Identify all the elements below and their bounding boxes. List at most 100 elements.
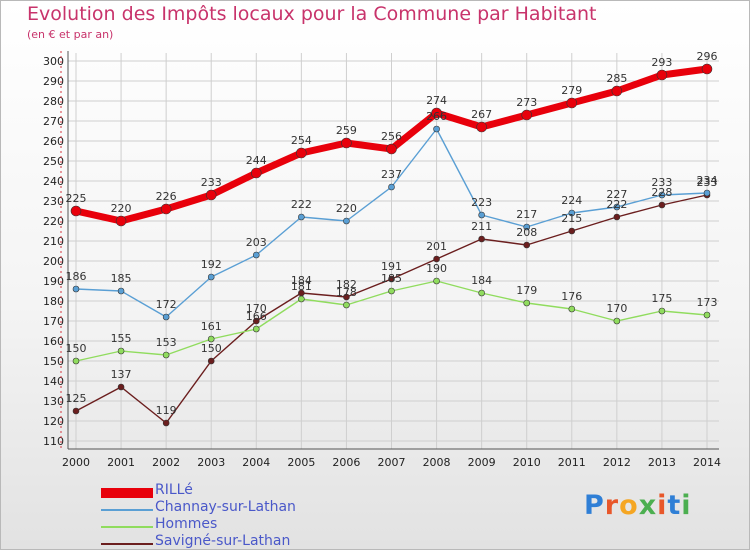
data-label: 185 — [111, 272, 132, 285]
x-tick-label: 2008 — [423, 456, 451, 469]
data-point — [207, 273, 215, 281]
y-tick-label: 300 — [43, 55, 64, 68]
y-tick-label: 160 — [43, 335, 64, 348]
data-label: 201 — [426, 240, 447, 253]
data-point — [431, 107, 442, 119]
data-label: 259 — [336, 124, 357, 137]
data-label: 150 — [66, 342, 87, 355]
legend-label: Hommes — [155, 516, 218, 532]
x-tick-label: 2001 — [107, 456, 135, 469]
data-point — [207, 357, 215, 365]
data-point — [568, 209, 576, 217]
data-label: 211 — [471, 220, 492, 233]
y-tick-label: 200 — [43, 255, 64, 268]
data-label: 222 — [606, 198, 627, 211]
data-point — [613, 213, 621, 221]
data-point — [611, 85, 623, 97]
chart-title: Evolution des Impôts locaux pour la Comm… — [27, 3, 597, 25]
y-tick-label: 120 — [43, 415, 64, 428]
data-point — [613, 203, 621, 211]
data-label: 208 — [516, 226, 537, 239]
data-point — [70, 205, 82, 217]
data-point — [343, 301, 350, 309]
y-tick-label: 210 — [43, 235, 64, 248]
data-label: 166 — [246, 310, 267, 323]
data-label: 178 — [336, 286, 357, 299]
data-point — [523, 299, 531, 307]
data-label: 279 — [561, 84, 582, 97]
data-label: 161 — [201, 320, 222, 333]
x-tick-label: 2000 — [62, 456, 90, 469]
data-point — [343, 217, 350, 225]
data-label: 296 — [697, 50, 718, 63]
x-tick-label: 2002 — [152, 456, 180, 469]
data-label: 220 — [111, 202, 132, 215]
x-tick-label: 2011 — [558, 456, 586, 469]
data-label: 184 — [291, 274, 312, 287]
data-label: 119 — [156, 404, 177, 417]
data-point — [205, 189, 217, 201]
y-tick-label: 130 — [43, 395, 64, 408]
data-point — [252, 317, 260, 325]
data-point — [341, 137, 352, 149]
data-point — [298, 295, 305, 303]
data-point — [386, 143, 397, 155]
data-label: 179 — [516, 284, 537, 297]
data-label: 191 — [381, 260, 402, 273]
data-label: 293 — [651, 56, 672, 69]
x-tick-label: 2014 — [693, 456, 721, 469]
data-point — [115, 215, 127, 227]
data-point — [658, 201, 666, 209]
data-label: 256 — [381, 130, 402, 143]
x-tick-label: 2007 — [378, 456, 406, 469]
data-point — [476, 121, 487, 133]
x-tick-label: 2005 — [287, 456, 315, 469]
data-label: 227 — [606, 188, 627, 201]
data-point — [162, 313, 170, 321]
data-label: 266 — [426, 110, 447, 123]
y-tick-label: 180 — [43, 295, 64, 308]
data-label: 234 — [697, 174, 718, 187]
data-point — [160, 203, 172, 215]
y-tick-label: 250 — [43, 155, 64, 168]
data-point — [568, 305, 576, 313]
y-tick-label: 260 — [43, 135, 64, 148]
data-label: 153 — [156, 336, 177, 349]
x-tick-label: 2013 — [648, 456, 676, 469]
data-point — [388, 275, 395, 283]
legend-label: RILLé — [155, 482, 193, 498]
data-label: 192 — [201, 258, 222, 271]
legend-label: Channay-sur-Lathan — [155, 499, 296, 515]
x-tick-label: 2009 — [468, 456, 496, 469]
data-point — [162, 419, 170, 427]
data-point — [658, 191, 666, 199]
data-point — [252, 251, 260, 259]
data-label: 170 — [246, 302, 267, 315]
chart-subtitle: (en € et par an) — [27, 28, 114, 41]
data-label: 170 — [606, 302, 627, 315]
data-point — [658, 307, 666, 315]
data-label: 228 — [651, 186, 672, 199]
data-point — [568, 227, 576, 235]
data-label: 190 — [426, 262, 447, 275]
data-point — [388, 183, 395, 191]
data-label: 184 — [471, 274, 492, 287]
data-label: 220 — [336, 202, 357, 215]
y-tick-label: 150 — [43, 355, 64, 368]
data-point — [433, 277, 440, 285]
legend-swatch — [101, 543, 153, 545]
data-label: 125 — [66, 392, 87, 405]
data-label: 237 — [381, 168, 402, 181]
data-point — [162, 351, 170, 359]
y-tick-label: 170 — [43, 315, 64, 328]
data-label: 224 — [561, 194, 582, 207]
data-point — [296, 147, 307, 159]
data-label: 233 — [651, 176, 672, 189]
data-point — [566, 97, 578, 109]
x-tick-label: 2006 — [332, 456, 360, 469]
y-tick-label: 280 — [43, 95, 64, 108]
data-label: 155 — [111, 332, 132, 345]
y-tick-label: 110 — [43, 435, 64, 448]
